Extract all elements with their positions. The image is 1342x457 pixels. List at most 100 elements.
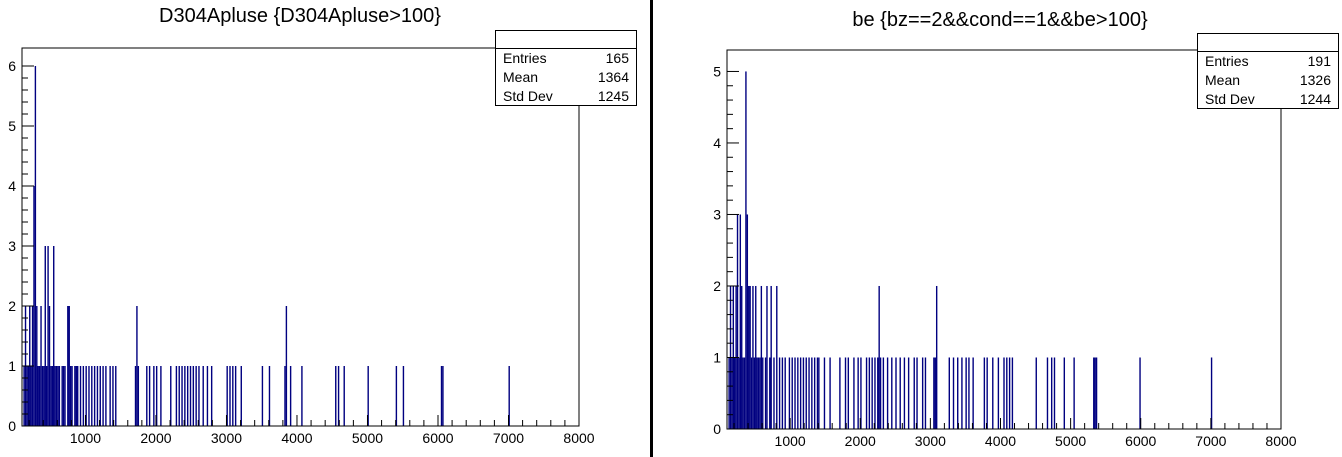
histogram-bar <box>853 357 855 429</box>
stats-stddev-label: Std Dev <box>503 88 553 104</box>
histogram-bar <box>40 306 42 426</box>
histogram-bar <box>68 306 70 426</box>
histogram-bar <box>799 357 802 429</box>
histogram-bar <box>924 357 927 429</box>
histogram-bar <box>935 285 938 429</box>
histogram-bar <box>755 285 757 429</box>
histogram-bar <box>55 366 58 426</box>
histogram-bar <box>184 366 186 426</box>
x-tick-label: 3000 <box>915 433 946 449</box>
y-tick-label: 5 <box>8 118 16 134</box>
histogram-bar <box>770 285 772 429</box>
stats-mean-row: Mean 1326 <box>1198 71 1338 90</box>
histogram-bar <box>23 366 25 426</box>
histogram-bar <box>948 357 950 429</box>
y-tick-label: 1 <box>713 349 721 365</box>
histogram-bar <box>335 366 337 426</box>
histogram-bar <box>839 357 841 429</box>
x-tick-label: 1000 <box>70 430 101 446</box>
x-tick-label: 5000 <box>1055 433 1086 449</box>
stats-entries-label: Entries <box>503 50 547 66</box>
histogram-bar <box>47 246 49 426</box>
histogram-bar <box>395 366 398 426</box>
histogram-bar <box>261 366 264 426</box>
histogram-bar <box>45 366 48 426</box>
histogram-bar <box>728 357 730 429</box>
histogram-bar <box>1046 357 1049 429</box>
y-tick-label: 3 <box>8 238 16 254</box>
histogram-bar <box>343 366 345 426</box>
histogram-bar <box>952 357 955 429</box>
histogram-bar <box>37 366 39 426</box>
histogram-bar <box>769 357 771 429</box>
histogram-bar <box>753 357 756 429</box>
x-tick-label: 4000 <box>985 433 1016 449</box>
histogram-bar <box>51 366 54 426</box>
histogram-bar <box>760 285 763 429</box>
histogram-bar <box>778 357 781 429</box>
histogram-bar <box>739 214 742 429</box>
histogram-bar <box>968 357 970 429</box>
histogram-bar <box>232 366 234 426</box>
plot-frame <box>21 47 580 427</box>
y-tick-label: 1 <box>8 358 16 374</box>
y-tick-label: 3 <box>713 206 721 222</box>
histogram-bar <box>99 366 101 426</box>
histogram-bar <box>957 357 959 429</box>
histogram-bar <box>784 357 786 429</box>
histogram-right: be {bz==2&&cond==1&&be>100} 0 1 2 3 4 5 1000 200… <box>713 9 1297 449</box>
histogram-bar <box>508 366 510 426</box>
histogram-bar <box>749 285 751 429</box>
x-tick-label: 2000 <box>140 430 171 446</box>
histogram-bar <box>44 246 46 426</box>
histogram-bar <box>337 366 340 426</box>
histogram-bar <box>367 366 369 426</box>
chart-title: D304Apluse {D304Apluse>100} <box>159 5 441 27</box>
right-pad: be {bz==2&&cond==1&&be>100} 0 1 2 3 4 5 1000 200… <box>653 0 1342 457</box>
histogram-bar <box>762 357 764 429</box>
histogram-bar <box>198 366 200 426</box>
histogram-bar <box>738 357 740 429</box>
histogram-bar <box>992 357 994 429</box>
histogram-bar <box>860 357 862 429</box>
histogram-bar <box>58 366 61 426</box>
histogram-bar <box>202 366 204 426</box>
histogram-bar <box>102 366 104 426</box>
histogram-bar <box>76 366 79 426</box>
y-tick-label: 6 <box>8 58 16 74</box>
histogram-bar <box>811 357 813 429</box>
histogram-bar <box>105 366 107 426</box>
histogram-bar <box>802 357 805 429</box>
histogram-bar <box>759 357 761 429</box>
histogram-bar <box>67 306 69 426</box>
histogram-bar <box>877 357 879 429</box>
histogram-bar <box>746 214 749 429</box>
histogram-bar <box>234 366 237 426</box>
histogram-bar <box>36 306 38 426</box>
histogram-bar <box>440 366 443 426</box>
histogram-bar <box>146 366 148 426</box>
histogram-bar <box>983 357 986 429</box>
y-tick-label: 5 <box>713 63 721 79</box>
histogram-bar <box>805 357 807 429</box>
histogram-bar <box>134 366 137 426</box>
histogram-bar <box>240 366 242 426</box>
y-tick-label: 4 <box>713 135 721 151</box>
histogram-bar <box>1094 357 1096 429</box>
histogram-bar <box>797 357 799 429</box>
x-tick-label: 1000 <box>775 433 806 449</box>
histogram-bar <box>1003 357 1005 429</box>
histogram-bar <box>82 366 85 426</box>
histogram-bar <box>934 357 936 429</box>
histogram-bar <box>53 246 55 426</box>
histogram-bar <box>882 357 885 429</box>
pad-divider <box>650 0 653 457</box>
histogram-bar <box>153 366 155 426</box>
histogram-bar <box>773 357 775 429</box>
histogram-bar <box>50 366 52 426</box>
histogram-bar <box>756 357 758 429</box>
x-tick-label: 2000 <box>845 433 876 449</box>
histogram-bar <box>1095 357 1098 429</box>
histogram-bar <box>112 366 114 426</box>
histogram-bar <box>170 366 172 426</box>
